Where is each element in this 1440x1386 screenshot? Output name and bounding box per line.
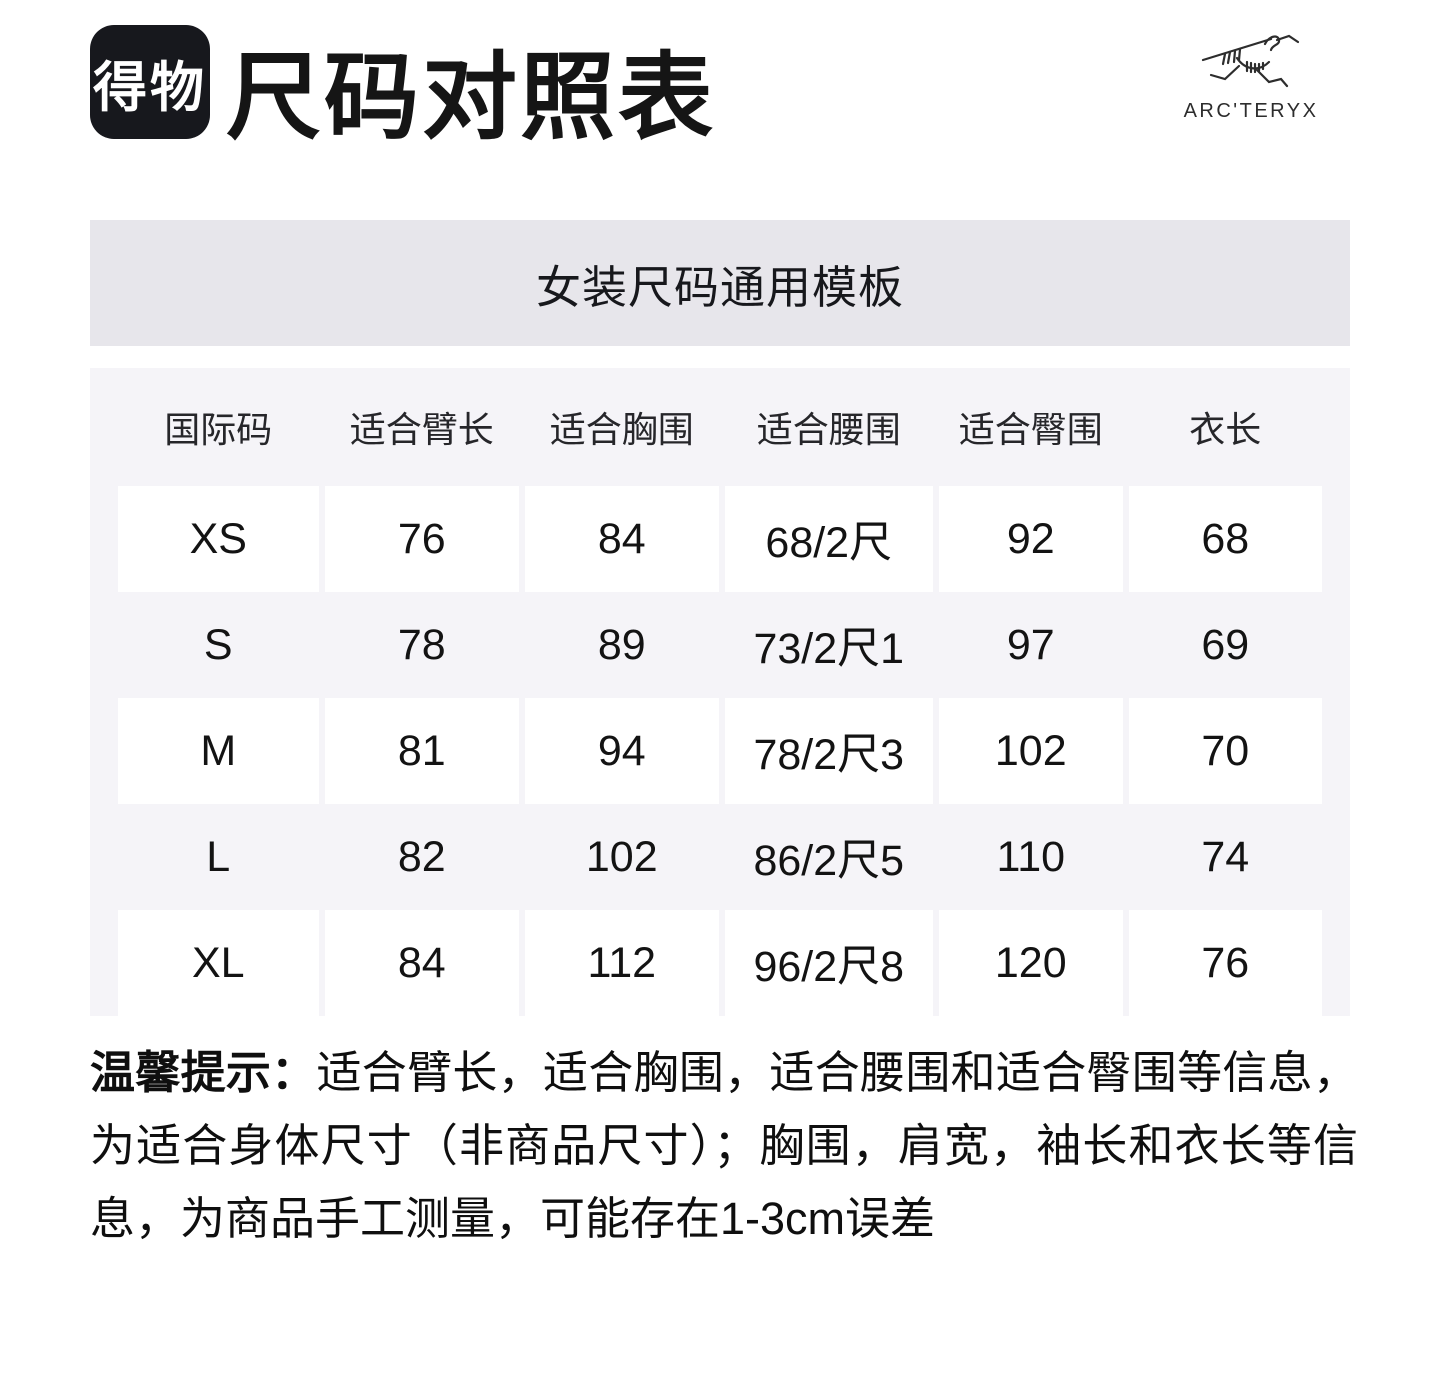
table-cell: 82: [397, 832, 446, 881]
column-header-chest: 适合胸围: [549, 409, 694, 450]
page-title: 尺码对照表: [226, 45, 717, 151]
table-cell: 68/2尺: [724, 486, 934, 592]
column-header-garment-length: 衣长: [1189, 409, 1262, 450]
table-cell: 68: [1128, 486, 1322, 592]
table-cell: 81: [324, 698, 519, 804]
column-header-waist: 适合腰围: [756, 409, 901, 450]
table-cell: 76: [324, 486, 519, 592]
note-prefix: 温馨提示：: [90, 1047, 317, 1098]
brand-name: ARC'TERYX: [1183, 100, 1319, 122]
table-cell: 92: [939, 486, 1123, 592]
table-cell: S: [203, 620, 233, 669]
table-cell: L: [206, 832, 231, 881]
dewu-app-logo: 得物: [90, 25, 210, 139]
table-cell: 84: [525, 486, 719, 592]
table-cell: 69: [1201, 620, 1250, 669]
note-text: 温馨提示：适合臂长，适合胸围，适合腰围和适合臀围等信息，为适合身体尺寸（非商品尺…: [90, 1036, 1358, 1255]
table-row-xl: XL 84 112 96/2尺8 120 76: [118, 910, 1322, 1016]
table-cell: 112: [525, 910, 719, 1016]
table-cell: 102: [939, 698, 1123, 804]
table-header-row: 国际码 适合臂长 适合胸围 适合腰围 适合臀围 衣长: [118, 368, 1322, 486]
template-bar: 女装尺码通用模板: [90, 220, 1350, 346]
table-cell: 70: [1128, 698, 1322, 804]
dewu-logo-text: 得物: [93, 57, 207, 118]
table-cell: 97: [1006, 620, 1055, 669]
table-row-l: L 82 102 86/2尺5 110 74: [118, 804, 1322, 910]
table-cell: 110: [996, 832, 1066, 881]
table-cell: 120: [939, 910, 1123, 1016]
column-header-hip: 适合臀围: [958, 409, 1103, 450]
table-cell: 102: [585, 832, 658, 881]
table-row-m: M 81 94 78/2尺3 102 70: [118, 698, 1322, 804]
column-header-intl-size: 国际码: [164, 409, 273, 450]
table-cell: 74: [1201, 832, 1250, 881]
note-body: 适合臂长，适合胸围，适合腰围和适合臀围等信息，为适合身体尺寸（非商品尺寸）；胸围…: [90, 1047, 1358, 1244]
table-cell: 86/2尺5: [753, 837, 905, 885]
table-cell: 96/2尺8: [724, 910, 934, 1016]
template-bar-label: 女装尺码通用模板: [535, 261, 904, 313]
table-cell: 94: [525, 698, 719, 804]
arcteryx-bird-icon: [1183, 26, 1319, 96]
column-header-arm-length: 适合臂长: [349, 409, 494, 450]
size-table: 国际码 适合臂长 适合胸围 适合腰围 适合臀围 衣长 XS 76 84 68/2…: [90, 368, 1350, 1016]
table-cell: 78: [397, 620, 446, 669]
brand-block: ARC'TERYX: [1183, 26, 1319, 123]
table-cell: XS: [118, 486, 319, 592]
table-cell: 84: [324, 910, 519, 1016]
table-cell: XL: [118, 910, 319, 1016]
table-cell: 73/2尺1: [753, 625, 905, 673]
table-cell: 89: [597, 620, 646, 669]
table-cell: 78/2尺3: [724, 698, 934, 804]
table-cell: 76: [1128, 910, 1322, 1016]
table-body: XS 76 84 68/2尺 92 68 S 78 89 73/2尺1 97 6…: [118, 486, 1322, 1016]
table-row-s: S 78 89 73/2尺1 97 69: [118, 592, 1322, 698]
table-row-xs: XS 76 84 68/2尺 92 68: [118, 486, 1322, 592]
table-cell: M: [118, 698, 319, 804]
